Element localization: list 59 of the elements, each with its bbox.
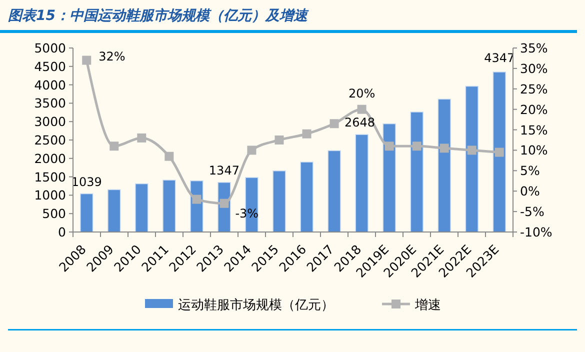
point (357, 104, 366, 114)
bar (355, 134, 368, 232)
point (192, 194, 202, 204)
bar (162, 180, 176, 232)
y-tick-label: 5000 (34, 40, 66, 56)
legend-label: 运动鞋服市场规模（亿元） (178, 298, 334, 313)
y-tick-label: 1500 (34, 169, 66, 184)
point (137, 133, 146, 142)
data-label: 2648 (344, 116, 376, 130)
y2-tick-label: 20% (520, 102, 548, 117)
data-label: 32% (98, 49, 126, 64)
y2-tick-label: 30% (520, 60, 548, 76)
bar (300, 162, 314, 232)
point (164, 152, 174, 161)
data-label: 4347 (484, 51, 515, 66)
bar (438, 98, 451, 232)
point (467, 146, 476, 155)
bar (108, 189, 121, 232)
y-tick-label: 500 (42, 206, 66, 222)
data-label: 1347 (208, 163, 240, 178)
point (82, 56, 92, 65)
point (110, 142, 119, 151)
y2-tick-label: 15% (520, 122, 548, 138)
y2-tick-label: 35% (520, 40, 548, 56)
y-tick-label: 4000 (34, 77, 66, 92)
point (494, 148, 504, 157)
point (440, 144, 449, 153)
y-tick-label: 3000 (34, 114, 66, 130)
chart-title: 图表15：中国运动鞋服市场规模（亿元）及增速 (8, 7, 310, 24)
y-tick-label: 0 (58, 224, 66, 240)
bar (135, 183, 148, 232)
y2-tick-label: 10% (520, 142, 548, 158)
y-tick-label: 3500 (34, 96, 66, 111)
bar (382, 123, 396, 232)
y2-tick-label: 0% (520, 184, 540, 199)
point (412, 142, 422, 151)
point (302, 129, 312, 138)
y-tick-label: 4500 (34, 58, 66, 74)
point (220, 198, 229, 208)
y2-tick-label: -5% (520, 204, 544, 220)
y-tick-label: 2000 (34, 150, 66, 166)
y2-tick-label: 5% (520, 163, 540, 178)
bar (492, 72, 506, 232)
y2-tick-label: 25% (520, 81, 548, 96)
bar (272, 170, 286, 232)
y2-tick-label: -10% (520, 224, 552, 240)
bar (328, 150, 341, 232)
data-label: 20% (348, 86, 376, 100)
legend-label: 增速 (414, 298, 441, 313)
bar (80, 193, 94, 232)
y-tick-label: 1000 (34, 188, 66, 203)
bar (410, 112, 424, 232)
point (274, 136, 284, 144)
point (330, 119, 339, 128)
point (247, 146, 256, 155)
y-tick-label: 2500 (34, 132, 66, 148)
point (384, 142, 394, 151)
data-label: 1039 (71, 174, 102, 189)
bar (465, 86, 478, 232)
